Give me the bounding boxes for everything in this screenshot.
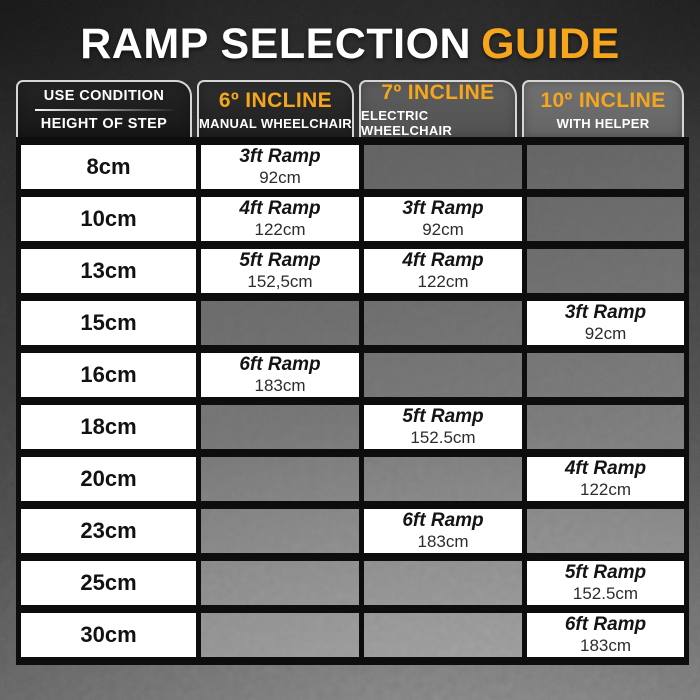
empty-cell xyxy=(196,501,364,561)
ramp-name: 5ft Ramp xyxy=(564,562,647,584)
table-row: 10cm 4ft Ramp 122cm 3ft Ramp 92cm xyxy=(16,189,689,249)
title-main: RAMP SELECTION xyxy=(80,20,472,68)
empty-cell xyxy=(522,189,689,249)
table-row: 23cm 6ft Ramp 183cm xyxy=(16,501,689,561)
ramp-length: 152.5cm xyxy=(410,428,476,448)
table-row: 8cm 3ft Ramp 92cm xyxy=(16,137,689,197)
title-accent: GUIDE xyxy=(481,20,620,68)
step-height-cell: 10cm xyxy=(16,189,201,249)
empty-cell xyxy=(196,553,364,613)
ramp-cell: 6ft Ramp 183cm xyxy=(522,605,689,665)
header-use-condition-label: USE CONDITION xyxy=(43,87,165,104)
step-height-cell: 18cm xyxy=(16,397,201,457)
electric-wheelchair-label: ELECTRIC WHEELCHAIR xyxy=(361,108,453,138)
ramp-cell: 4ft Ramp 122cm xyxy=(522,449,689,509)
table-row: 20cm 4ft Ramp 122cm xyxy=(16,449,689,509)
column-header-use-condition: USE CONDITION HEIGHT OF STEP xyxy=(16,80,192,137)
table-row: 15cm 3ft Ramp 92cm xyxy=(16,293,689,353)
ramp-cell: 3ft Ramp 92cm xyxy=(522,293,689,353)
ramp-length: 92cm xyxy=(259,168,301,188)
ramp-length: 122cm xyxy=(254,220,306,240)
ramp-name: 3ft Ramp xyxy=(564,302,647,324)
empty-cell xyxy=(522,345,689,405)
step-height-cell: 23cm xyxy=(16,501,201,561)
ramp-length: 122cm xyxy=(417,272,469,292)
incline-7-label: 7º INCLINE xyxy=(381,81,495,104)
ramp-cell: 4ft Ramp 122cm xyxy=(196,189,364,249)
incline-10-label: 10º INCLINE xyxy=(540,88,666,112)
ramp-table-body: 8cm 3ft Ramp 92cm 10cm 4ft Ramp 122cm 3f… xyxy=(16,137,689,665)
table-header-row: USE CONDITION HEIGHT OF STEP 6º INCLINE … xyxy=(16,80,684,138)
empty-cell xyxy=(522,397,689,457)
table-row: 25cm 5ft Ramp 152.5cm xyxy=(16,553,689,613)
step-height-cell: 13cm xyxy=(16,241,201,301)
table-row: 18cm 5ft Ramp 152.5cm xyxy=(16,397,689,457)
ramp-name: 3ft Ramp xyxy=(402,198,484,220)
step-height-cell: 16cm xyxy=(16,345,201,405)
ramp-cell: 5ft Ramp 152.5cm xyxy=(522,553,689,613)
ramp-name: 6ft Ramp xyxy=(239,354,321,376)
table-row: 13cm 5ft Ramp 152,5cm 4ft Ramp 122cm xyxy=(16,241,689,301)
empty-cell xyxy=(196,449,364,509)
table-row: 30cm 6ft Ramp 183cm xyxy=(16,605,689,665)
ramp-cell: 6ft Ramp 183cm xyxy=(359,501,527,561)
step-height-cell: 25cm xyxy=(16,553,201,613)
ramp-length: 92cm xyxy=(422,220,464,240)
empty-cell xyxy=(522,241,689,301)
ramp-length: 183cm xyxy=(254,376,306,396)
step-height-cell: 15cm xyxy=(16,293,201,353)
empty-cell xyxy=(359,449,527,509)
empty-cell xyxy=(359,137,527,197)
ramp-cell: 4ft Ramp 122cm xyxy=(359,241,527,301)
page-title: RAMP SELECTION GUIDE xyxy=(0,20,700,69)
empty-cell xyxy=(359,605,527,665)
step-height-cell: 8cm xyxy=(16,137,201,197)
column-header-10-incline: 10º INCLINE WITH HELPER xyxy=(522,80,684,137)
ramp-name: 5ft Ramp xyxy=(239,250,321,272)
empty-cell xyxy=(196,397,364,457)
manual-wheelchair-label: MANUAL WHEELCHAIR xyxy=(199,115,352,131)
ramp-name: 6ft Ramp xyxy=(402,510,484,532)
empty-cell xyxy=(522,137,689,197)
ramp-length: 152.5cm xyxy=(572,584,639,604)
ramp-name: 4ft Ramp xyxy=(239,198,321,220)
ramp-name: 3ft Ramp xyxy=(239,146,321,168)
ramp-cell: 5ft Ramp 152.5cm xyxy=(359,397,527,457)
empty-cell xyxy=(359,553,527,613)
incline-6-label: 6º INCLINE xyxy=(218,88,333,112)
ramp-length: 122cm xyxy=(579,480,632,500)
column-header-6-incline: 6º INCLINE MANUAL WHEELCHAIR xyxy=(197,80,354,137)
header-height-of-step-label: HEIGHT OF STEP xyxy=(40,115,168,132)
ramp-length: 183cm xyxy=(417,532,469,552)
step-height-cell: 30cm xyxy=(16,605,201,665)
ramp-length: 183cm xyxy=(579,636,632,656)
ramp-selection-table: USE CONDITION HEIGHT OF STEP 6º INCLINE … xyxy=(16,80,689,665)
empty-cell xyxy=(359,293,527,353)
ramp-name: 5ft Ramp xyxy=(402,406,484,428)
ramp-cell: 3ft Ramp 92cm xyxy=(359,189,527,249)
ramp-length: 92cm xyxy=(584,324,627,344)
ramp-length: 152,5cm xyxy=(247,272,313,292)
empty-cell xyxy=(359,345,527,405)
step-height-cell: 20cm xyxy=(16,449,201,509)
empty-cell xyxy=(196,605,364,665)
header-divider-line xyxy=(35,108,173,111)
ramp-cell: 6ft Ramp 183cm xyxy=(196,345,364,405)
ramp-name: 4ft Ramp xyxy=(564,458,647,480)
ramp-cell: 5ft Ramp 152,5cm xyxy=(196,241,364,301)
empty-cell xyxy=(522,501,689,561)
ramp-name: 6ft Ramp xyxy=(564,614,647,636)
with-helper-label: WITH HELPER xyxy=(556,115,650,131)
ramp-cell: 3ft Ramp 92cm xyxy=(196,137,364,197)
column-header-7-incline: 7º INCLINE ELECTRIC WHEELCHAIR xyxy=(359,80,517,138)
table-row: 16cm 6ft Ramp 183cm xyxy=(16,345,689,405)
ramp-name: 4ft Ramp xyxy=(402,250,484,272)
empty-cell xyxy=(196,293,364,353)
